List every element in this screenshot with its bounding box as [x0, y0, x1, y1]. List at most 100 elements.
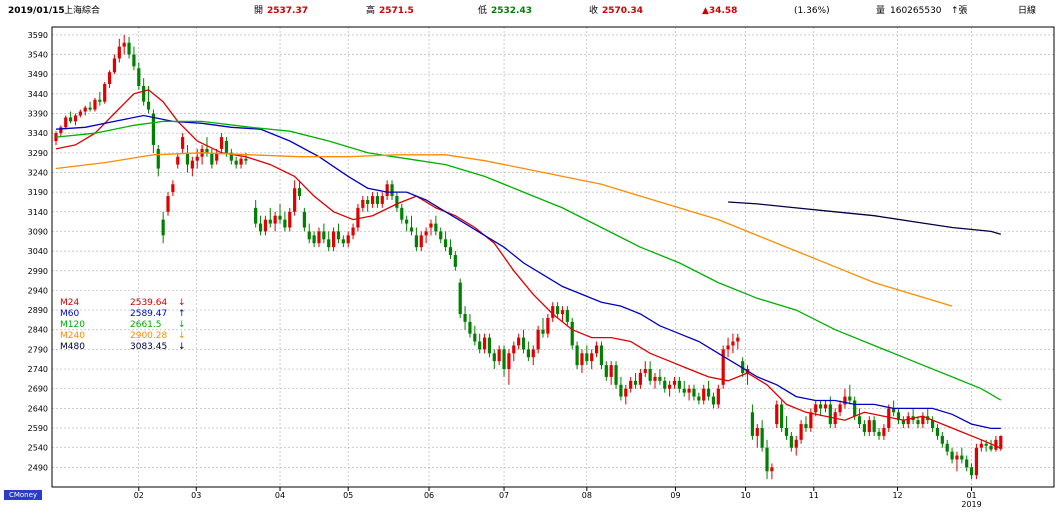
candle-body	[137, 68, 141, 86]
candle-body	[234, 160, 238, 165]
candle	[288, 207, 292, 232]
candle	[59, 125, 63, 138]
moving-average-lines	[55, 89, 1002, 449]
candle-body	[107, 72, 112, 85]
volume-value: 160265530	[890, 6, 942, 16]
candle-body	[502, 349, 506, 370]
y-tick-label: 2540	[28, 444, 48, 453]
x-tick-label: 01	[966, 491, 976, 500]
candle-body	[59, 127, 63, 134]
candle	[599, 341, 604, 370]
candle	[950, 447, 954, 464]
candle	[887, 404, 891, 432]
candle	[692, 384, 696, 401]
candle	[210, 148, 214, 169]
candle	[263, 215, 268, 236]
low-value: 2532.43	[491, 6, 532, 16]
candle-body	[351, 227, 355, 236]
candle	[473, 325, 477, 346]
y-tick-label: 3190	[28, 188, 48, 197]
candle	[687, 384, 691, 401]
candle	[560, 306, 565, 322]
candle	[424, 227, 428, 244]
candle-body	[146, 101, 151, 110]
legend-arrow: ↓	[178, 298, 186, 308]
candle	[994, 435, 998, 452]
ma-line-m120	[55, 120, 1002, 401]
candle-body	[935, 428, 940, 436]
x-tick-label: 06	[424, 491, 434, 500]
legend-item-m240: M240 2900.28 ↓	[60, 331, 186, 342]
candle-body	[156, 148, 160, 169]
candle	[609, 361, 613, 385]
candle	[989, 439, 993, 452]
candle	[107, 70, 112, 88]
candle	[229, 148, 233, 165]
candle	[726, 337, 730, 358]
candle	[546, 314, 550, 338]
candle-body	[940, 435, 944, 444]
candle	[497, 345, 501, 366]
candle-body	[721, 349, 725, 385]
candle-body	[828, 404, 832, 425]
candle-body	[346, 235, 350, 244]
candle	[911, 408, 915, 425]
candle-body	[517, 337, 521, 346]
candle	[166, 192, 170, 216]
candle	[672, 376, 677, 389]
candle-body	[609, 365, 613, 377]
candle	[556, 302, 560, 318]
legend-value: 2900.28	[130, 331, 168, 341]
candle-body	[857, 416, 862, 425]
y-tick-label: 3590	[28, 31, 48, 40]
x-tick-label: 08	[582, 491, 592, 500]
candle-body	[409, 227, 414, 232]
candle-body	[780, 404, 784, 429]
candle-body	[560, 310, 565, 315]
x-tick-label: 09	[670, 491, 680, 500]
legend-item-m120: M120 2661.5 ↓	[60, 320, 186, 331]
candle-body	[599, 345, 604, 366]
candle	[945, 439, 949, 456]
candle	[258, 215, 263, 236]
candle	[541, 317, 545, 338]
candle	[536, 325, 540, 354]
candle	[331, 227, 336, 252]
candle	[706, 380, 711, 401]
candle	[161, 211, 165, 244]
candle	[867, 416, 871, 436]
candle-body	[585, 353, 589, 362]
candle	[254, 199, 258, 228]
period-label: 日線	[1018, 6, 1037, 16]
candle	[848, 384, 852, 405]
candle	[526, 341, 530, 362]
legend-item-m60: M60 2589.47 ↑	[60, 309, 186, 320]
candle	[482, 333, 487, 354]
candle-body	[648, 369, 652, 381]
candle-body	[127, 42, 131, 55]
candle-body	[161, 219, 165, 236]
candle	[176, 152, 180, 169]
candle	[570, 317, 574, 350]
candle-body	[565, 310, 569, 322]
candle-body	[531, 349, 535, 358]
y-tick-label: 3090	[28, 227, 48, 236]
candle-body	[697, 396, 701, 401]
candle	[512, 341, 516, 362]
candle	[127, 36, 131, 59]
cmoney-logo: CMoney	[4, 490, 42, 500]
candle-body	[78, 111, 82, 116]
candle-body	[487, 337, 492, 354]
y-tick-label: 2990	[28, 267, 48, 276]
candle-body	[171, 184, 175, 193]
candle-body	[98, 99, 102, 102]
candle	[64, 115, 68, 130]
candle	[185, 144, 190, 173]
candle-body	[195, 156, 199, 161]
candle-body	[190, 160, 194, 169]
candle-body	[419, 235, 423, 248]
candle-body	[83, 107, 87, 112]
candle-body	[887, 408, 891, 429]
candle	[239, 156, 243, 169]
candle	[624, 384, 628, 405]
